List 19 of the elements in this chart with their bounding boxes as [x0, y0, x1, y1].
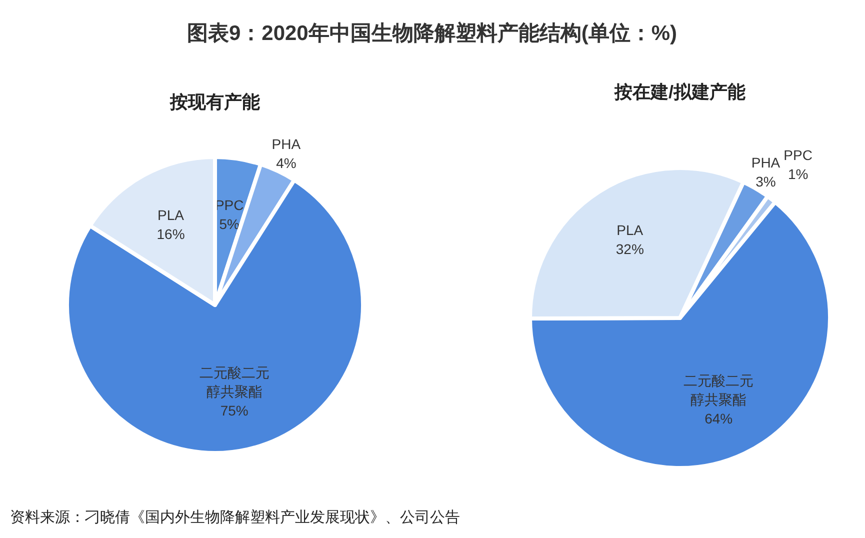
data-label: 16%	[156, 226, 185, 242]
data-label: 32%	[616, 241, 644, 258]
slice-label: PLA	[158, 207, 185, 224]
slice-label: PHA	[272, 136, 302, 152]
slice-label: 二元酸二元醇共聚酯	[199, 364, 270, 400]
data-label: 1%	[788, 166, 808, 182]
text: 图表9：2020年中国生物降解塑料产能结构(单位：%)	[186, 21, 678, 45]
slice-label: PPC	[784, 147, 812, 164]
slice-label: PHA	[751, 154, 781, 170]
data-label: 4%	[276, 155, 296, 172]
text: 资料来源：刁晓倩《国内外生物降解塑料产业发展现状》、公司公告	[10, 509, 460, 526]
data-label: 5%	[219, 216, 240, 232]
data-label: 64%	[704, 410, 733, 426]
slice-label: PLA	[616, 222, 644, 238]
chart-title: 按在建/拟建产能	[613, 82, 746, 102]
slice-label: 二元酸二元醇共聚酯	[684, 372, 754, 408]
data-label: 75%	[220, 402, 248, 419]
chart-title: 按现有产能	[169, 92, 260, 112]
data-label: 3%	[756, 173, 776, 190]
